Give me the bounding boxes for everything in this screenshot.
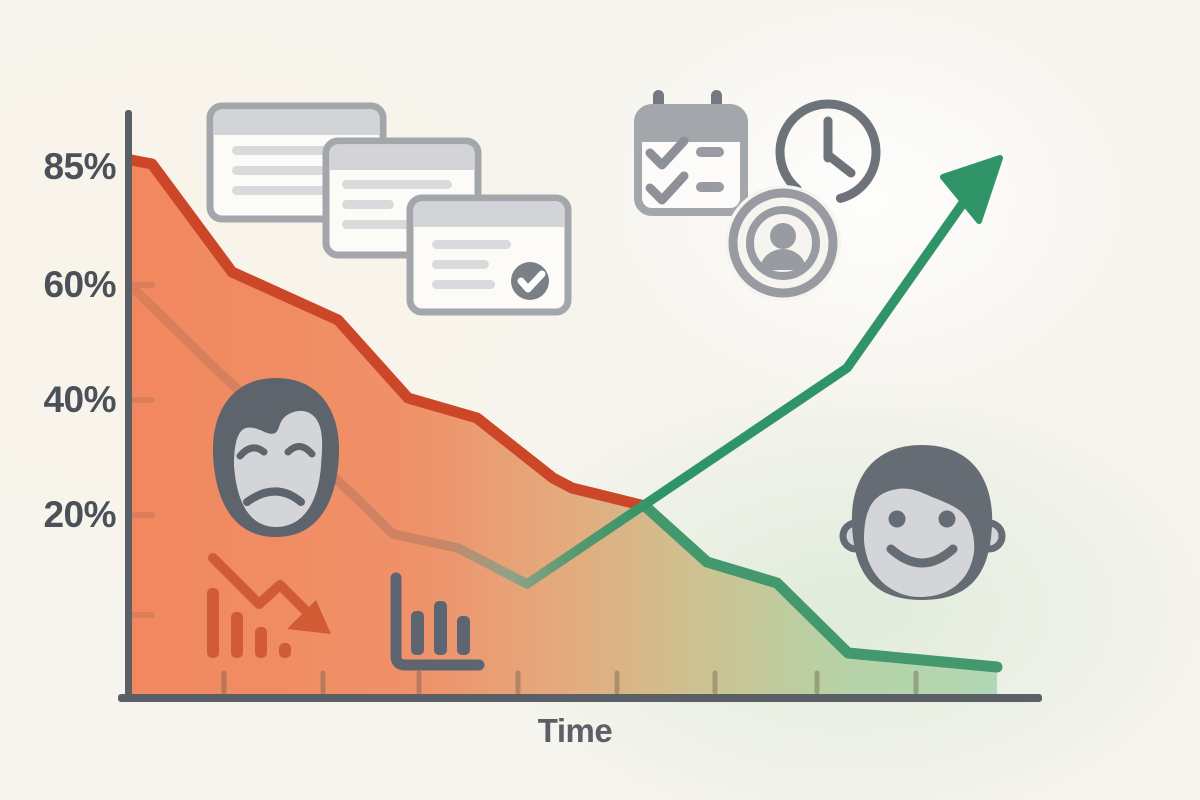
declining-mini-chart-icon — [207, 553, 331, 658]
x-axis-title: Time — [538, 712, 613, 749]
x-axis-ticks — [221, 670, 919, 695]
happy-face-icon — [839, 445, 1006, 600]
closed-eye-left — [236, 444, 268, 460]
eye-right — [938, 510, 956, 528]
closed-eye-right — [284, 443, 316, 458]
task-card-3-checked — [406, 194, 572, 316]
declining-line-red — [125, 154, 651, 512]
y-label-85: 85% — [43, 146, 116, 187]
down-arrowhead — [287, 600, 331, 634]
up-arrow-icon — [940, 155, 1003, 224]
x-axis — [118, 694, 1042, 702]
y-axis — [125, 110, 132, 702]
clock-icon — [775, 99, 881, 205]
user-badge-icon — [725, 185, 841, 301]
check-circle-icon — [511, 262, 549, 300]
y-label-20: 20% — [43, 494, 116, 535]
area-fill-gradient — [131, 160, 997, 694]
y-label-60: 60% — [43, 264, 116, 305]
y-axis-labels: 85% 60% 40% 20% — [43, 146, 116, 535]
bar-chart-mini-icon — [390, 572, 485, 671]
y-label-40: 40% — [43, 379, 116, 420]
smile-mouth — [886, 544, 958, 568]
frown-mouth — [243, 487, 305, 506]
declining-line-green-tail — [639, 500, 1003, 673]
eye-left — [888, 510, 906, 528]
stacked-task-cards-icon — [206, 102, 572, 316]
check-icon — [645, 171, 689, 205]
sad-face-icon — [212, 378, 340, 537]
calendar-checklist-icon — [634, 90, 748, 216]
clock-hour-hand — [823, 150, 856, 178]
check-icon — [517, 270, 546, 293]
check-icon — [645, 136, 689, 170]
